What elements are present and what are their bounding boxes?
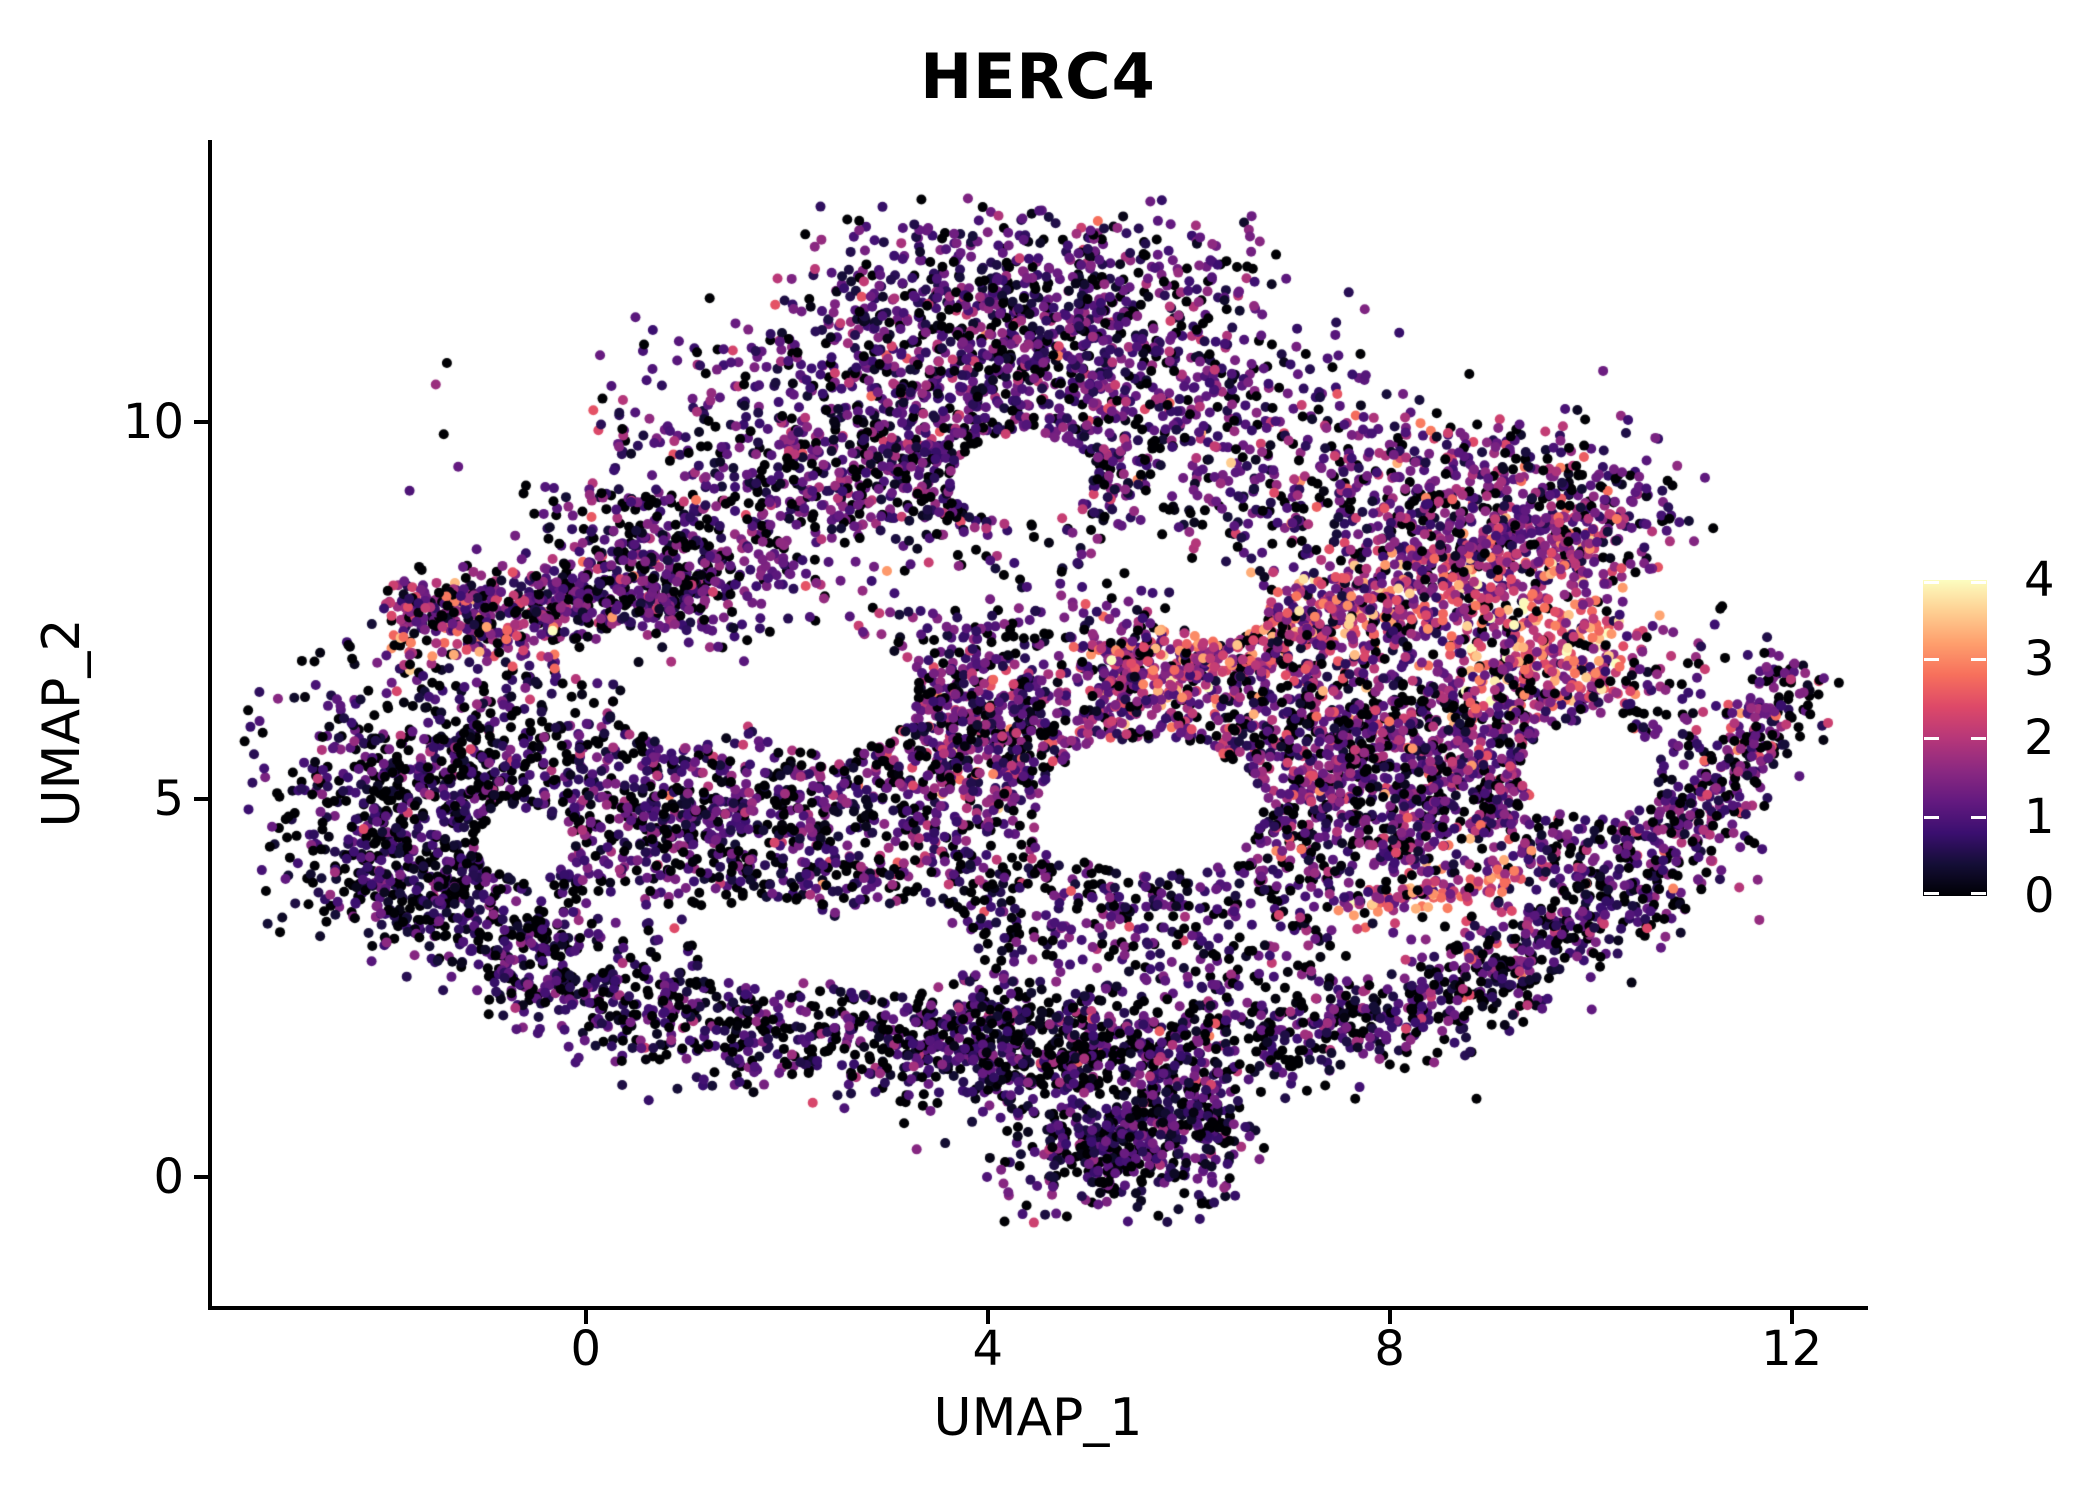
colorbar-tick-label: 3: [2024, 631, 2055, 687]
x-tick-label: 12: [1761, 1321, 1823, 1377]
colorbar-tick-notch: [1924, 891, 1939, 895]
colorbar-tick-notch: [1924, 736, 1939, 740]
colorbar-tick-label: 1: [2024, 789, 2055, 845]
x-tick-mark: [1387, 1310, 1392, 1324]
y-tick-label: 10: [122, 393, 184, 450]
colorbar-tick-label: 0: [2024, 868, 2055, 924]
colorbar-tick-notch: [1971, 815, 1986, 819]
colorbar-tick-notch: [1924, 580, 1939, 584]
y-axis-title: UMAP_2: [32, 618, 92, 828]
y-tick-label: 0: [153, 1148, 184, 1205]
colorbar-tick-notch: [1924, 815, 1939, 819]
colorbar-tick-label: 2: [2024, 710, 2055, 766]
x-tick-label: 8: [1374, 1321, 1405, 1377]
y-tick-mark: [194, 419, 208, 424]
colorbar-tick-label: 4: [2024, 552, 2055, 608]
x-axis-title: UMAP_1: [933, 1388, 1143, 1448]
x-tick-mark: [1789, 1310, 1794, 1324]
x-tick-mark: [985, 1310, 990, 1324]
x-axis-line: [208, 1306, 1868, 1310]
colorbar-tick-notch: [1971, 580, 1986, 584]
colorbar-tick-notch: [1924, 657, 1939, 661]
x-tick-mark: [583, 1310, 588, 1324]
colorbar-tick-notch: [1971, 891, 1986, 895]
y-tick-mark: [194, 797, 208, 802]
x-tick-label: 0: [570, 1321, 602, 1377]
y-axis-line: [208, 140, 212, 1310]
y-tick-label: 5: [153, 771, 184, 828]
y-tick-mark: [194, 1174, 208, 1179]
colorbar-tick-notch: [1971, 736, 1986, 740]
x-tick-label: 4: [972, 1321, 1004, 1377]
colorbar-tick-notch: [1971, 657, 1986, 661]
